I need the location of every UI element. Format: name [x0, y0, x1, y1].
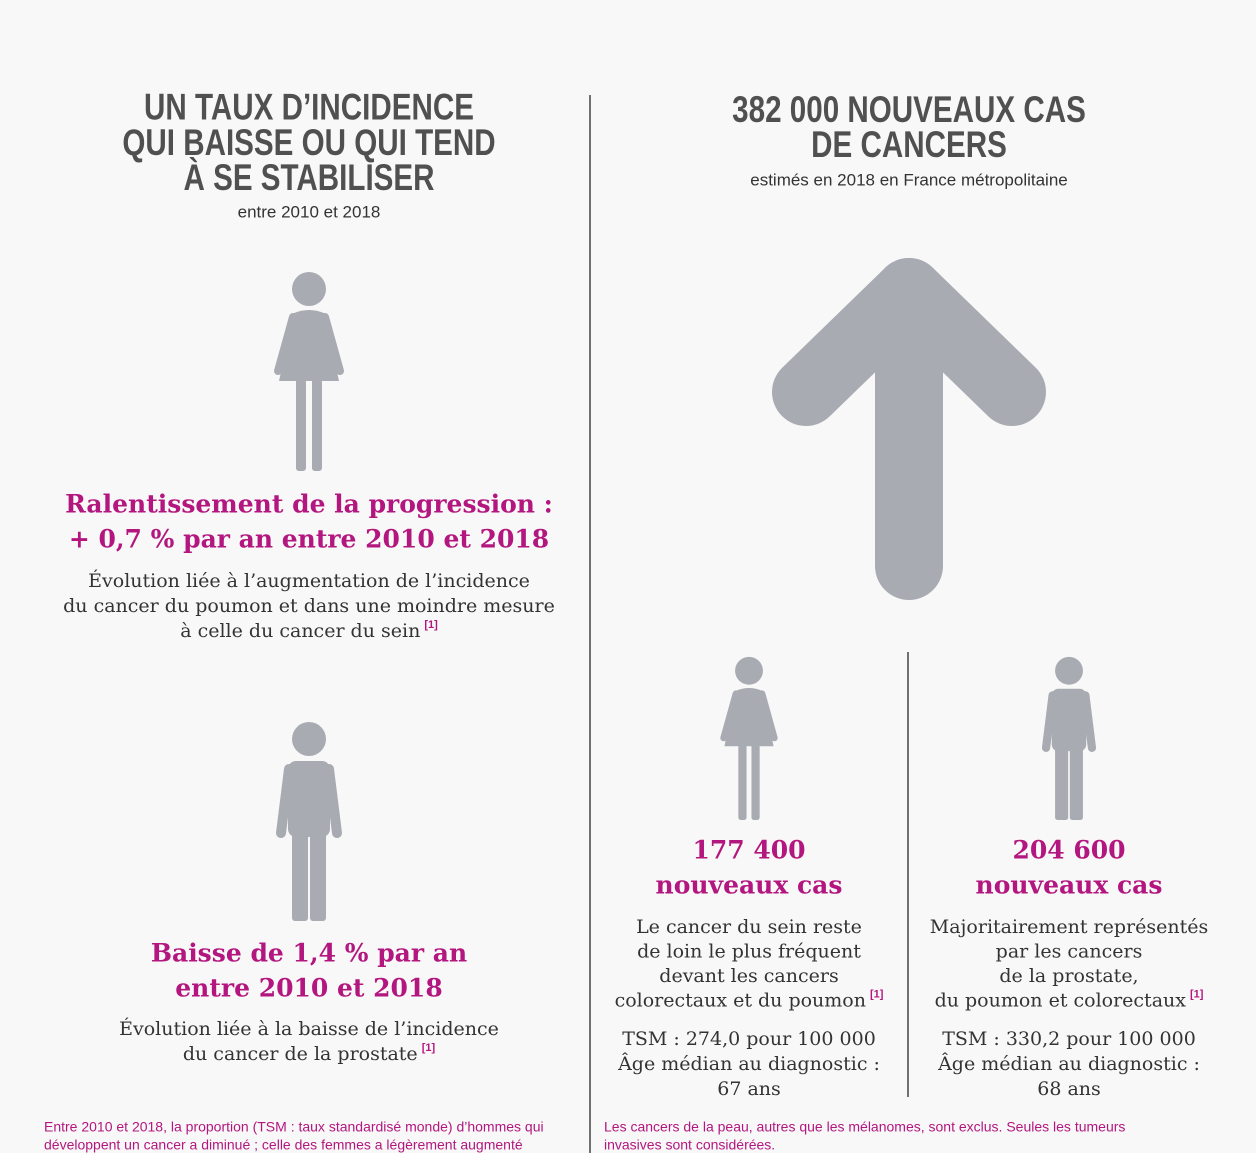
headline: + 0,7 % par an entre 2010 et 2018 [69, 525, 549, 554]
title-line: 382 000 NOUVEAUX CAS [732, 90, 1086, 131]
description: Majoritairement représentés [930, 916, 1209, 938]
title-line-group: UN TAUX D’INCIDENCE [144, 88, 474, 129]
subtitle: entre 2010 et 2018 [238, 202, 381, 221]
headline: entre 2010 et 2018 [175, 974, 442, 1003]
woman-icon [278, 272, 340, 471]
median-age: 67 ans [717, 1078, 781, 1100]
text-line: colorectaux et du poumon [615, 990, 866, 1012]
description: devant les cancers [659, 965, 838, 987]
footnote: Les cancers de la peau, autres que les m… [604, 1119, 1125, 1135]
woman-icon [724, 657, 775, 820]
description: de loin le plus fréquent [637, 941, 861, 963]
headline: Baisse de 1,4 % par an [151, 939, 467, 968]
case-count: 204 600 [1012, 836, 1125, 865]
description: par les cancers [996, 941, 1143, 963]
median-age: Âge médian au diagnostic : [937, 1052, 1200, 1075]
description: de la prostate, [999, 965, 1138, 987]
text-line: du cancer de la prostate [183, 1043, 418, 1065]
description: Évolution liée à la baisse de l’incidenc… [119, 1017, 499, 1040]
title-line: QUI BAISSE OU QUI TEND [122, 123, 495, 164]
footnote-ref: [1] [424, 619, 438, 631]
footnote: invasives sont considérées. [604, 1137, 775, 1153]
case-unit: nouveaux cas [976, 871, 1163, 900]
title-line-group: À SE STABILISER [183, 157, 434, 199]
description: du cancer de la prostate [1] [183, 1042, 436, 1065]
headline: Ralentissement de la progression : [65, 490, 553, 519]
description: Évolution liée à l’augmentation de l’inc… [88, 569, 530, 592]
footnote: développent un cancer a diminué ; celle … [44, 1137, 523, 1153]
title-line-group: DE CANCERS [811, 125, 1007, 166]
median-age: 68 ans [1037, 1078, 1101, 1100]
man-icon [281, 722, 337, 921]
arrow-up [772, 258, 1046, 600]
tsm: TSM : 330,2 pour 100 000 [942, 1028, 1196, 1050]
description: à celle du cancer du sein [1] [180, 619, 438, 642]
tsm: TSM : 274,0 pour 100 000 [622, 1028, 876, 1050]
description: du poumon et colorectaux [1] [935, 988, 1204, 1011]
title-line: UN TAUX D’INCIDENCE [144, 88, 474, 129]
subtitle: estimés en 2018 en France métropolitaine [750, 170, 1068, 189]
title-line: À SE STABILISER [183, 157, 434, 199]
title-line: DE CANCERS [811, 125, 1007, 166]
footnote-ref: [1] [422, 1042, 436, 1054]
man-icon [1046, 657, 1092, 820]
case-unit: nouveaux cas [656, 871, 843, 900]
case-count: 177 400 [692, 836, 805, 865]
title-line-group: QUI BAISSE OU QUI TEND [122, 123, 495, 164]
description: colorectaux et du poumon [1] [615, 988, 884, 1011]
description: du cancer du poumon et dans une moindre … [63, 595, 555, 617]
footnote: Entre 2010 et 2018, la proportion (TSM :… [44, 1119, 544, 1135]
footnote-ref: [1] [870, 988, 884, 1000]
median-age: Âge médian au diagnostic : [617, 1052, 880, 1075]
title-line-group: 382 000 NOUVEAUX CAS [732, 90, 1086, 131]
text-line: du poumon et colorectaux [935, 990, 1187, 1012]
description: Le cancer du sein reste [636, 916, 862, 938]
footnote-ref: [1] [1190, 988, 1204, 1000]
text-line: à celle du cancer du sein [180, 620, 420, 642]
